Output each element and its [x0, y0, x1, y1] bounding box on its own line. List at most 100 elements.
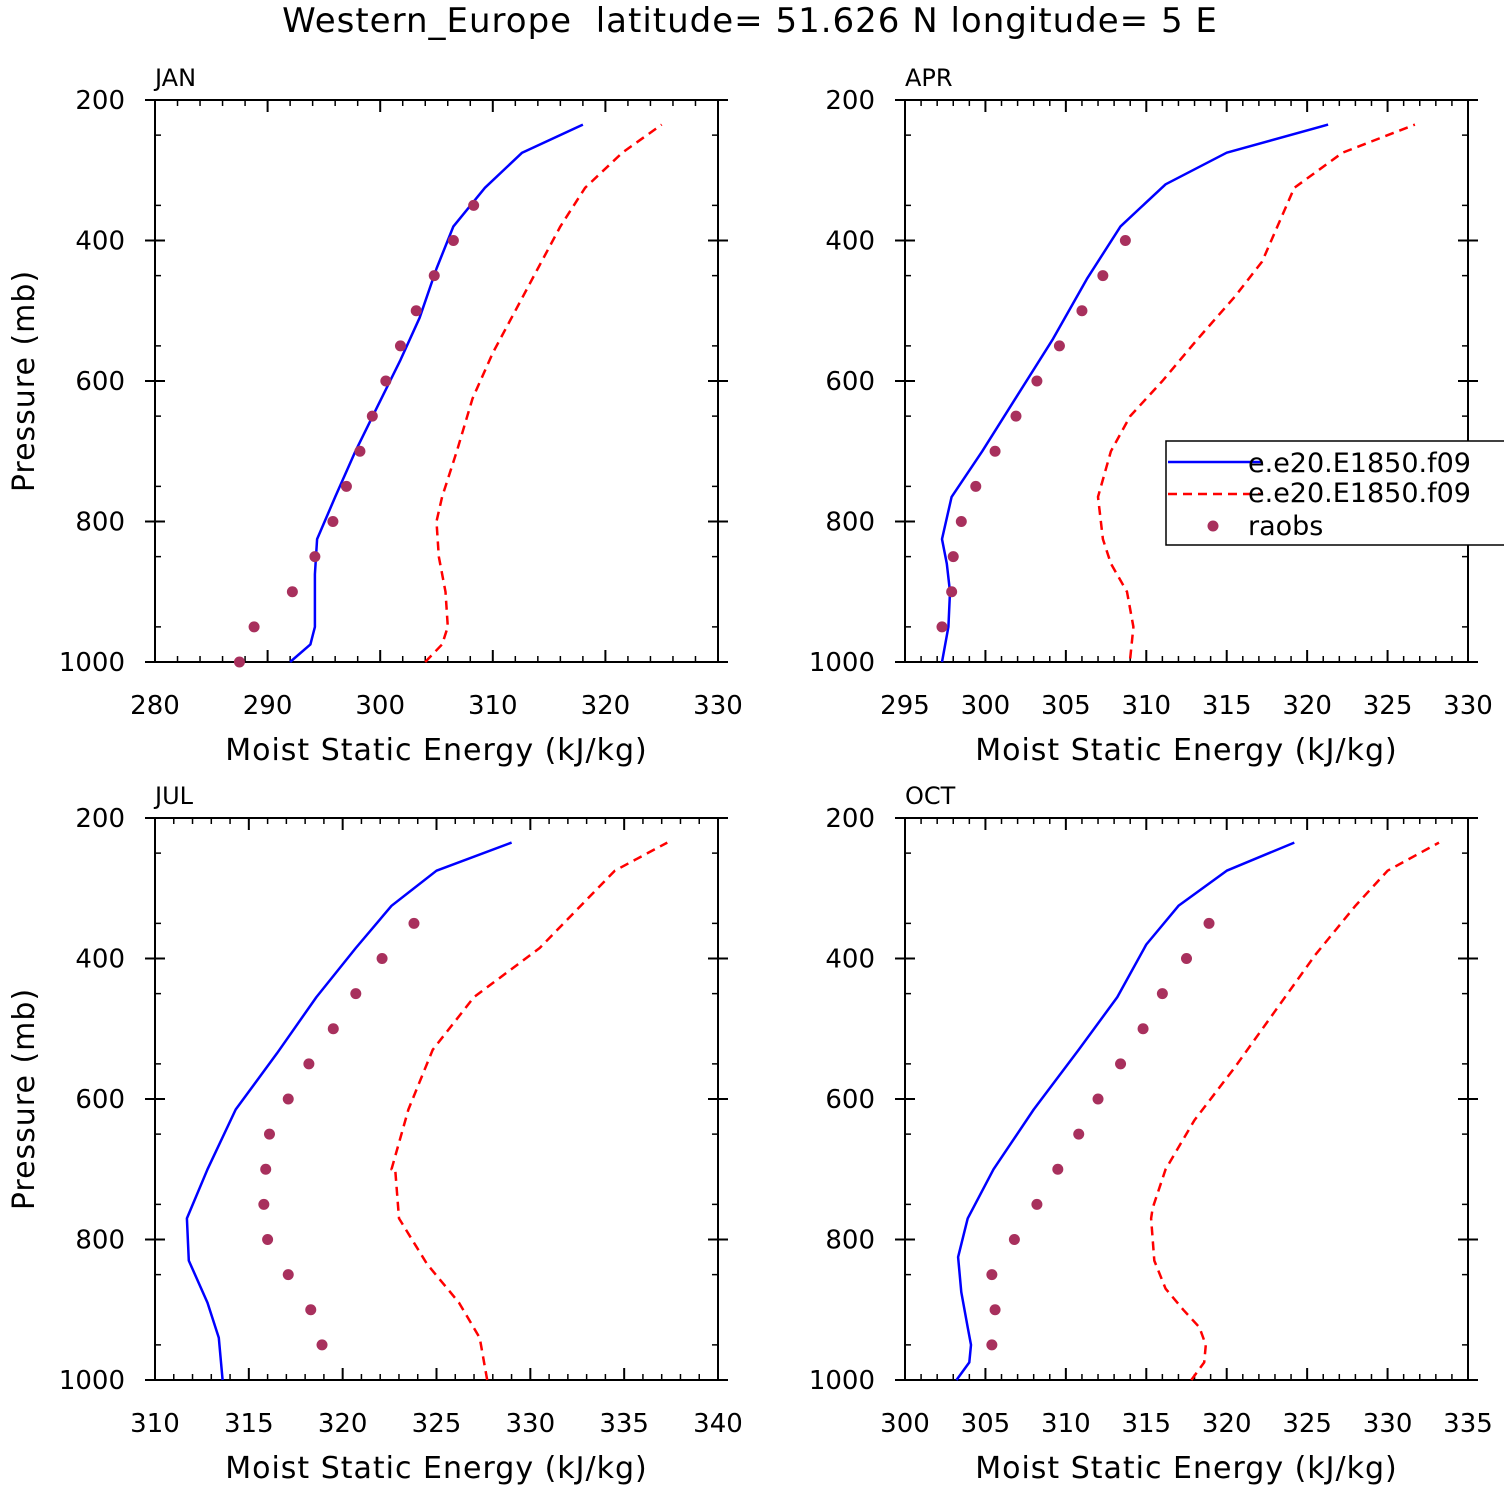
series-model-dashed-line — [390, 841, 668, 1381]
x-tick-label: 330 — [693, 691, 743, 721]
raobs-point — [327, 1023, 339, 1035]
raobs-point — [394, 340, 406, 352]
y-tick-label: 600 — [75, 367, 125, 397]
series-raobs — [986, 917, 1215, 1351]
x-tick-label: 325 — [412, 1409, 462, 1439]
raobs-point — [1092, 1093, 1104, 1105]
legend-marker-swatch — [1207, 520, 1219, 532]
y-tick-label: 200 — [825, 86, 875, 116]
plot-frame — [154, 99, 719, 663]
x-tick-label: 305 — [961, 1409, 1011, 1439]
raobs-point — [989, 1304, 1001, 1316]
x-tick-label: 320 — [1282, 691, 1332, 721]
raobs-point — [376, 953, 388, 964]
x-tick-label: 315 — [1202, 691, 1252, 721]
y-tick-label: 200 — [825, 804, 875, 834]
series-model-dashed-line — [424, 123, 663, 663]
raobs-point — [309, 551, 321, 563]
raobs-point — [970, 480, 982, 492]
raobs-point — [1181, 953, 1192, 964]
raobs-point — [303, 1058, 315, 1070]
x-tick-label: 340 — [693, 1409, 743, 1439]
x-tick-label: 310 — [1121, 691, 1171, 721]
raobs-point — [955, 516, 967, 527]
figure-title: Western_Europe latitude= 51.626 N longit… — [282, 1, 1218, 41]
legend-label-model-solid: e.e20.E1850.f09 — [1248, 448, 1471, 479]
raobs-point — [1010, 410, 1022, 422]
y-tick-label: 800 — [825, 1226, 875, 1256]
raobs-point — [258, 1198, 270, 1210]
x-tick-label: 300 — [880, 1409, 930, 1439]
y-axis-label: Pressure (mb) — [7, 270, 42, 492]
series-model-solid-line — [955, 841, 1295, 1381]
raobs-point — [1008, 1234, 1020, 1245]
raobs-point — [408, 917, 420, 929]
series-raobs — [258, 917, 420, 1351]
raobs-point — [1053, 340, 1065, 352]
y-tick-label: 1000 — [809, 648, 875, 678]
raobs-point — [366, 410, 378, 422]
series-model-solid-line — [185, 841, 513, 1381]
x-tick-label: 320 — [318, 1409, 368, 1439]
x-tick-label: 335 — [599, 1409, 649, 1439]
x-tick-label: 290 — [243, 691, 293, 721]
raobs-point — [262, 1234, 274, 1245]
y-axis-label: Pressure (mb) — [7, 988, 42, 1210]
legend-box — [1165, 440, 1504, 546]
x-tick-label: 310 — [468, 691, 518, 721]
panel-label: APR — [905, 64, 953, 92]
raobs-point — [350, 988, 362, 1000]
raobs-point — [282, 1093, 294, 1105]
raobs-point — [327, 516, 339, 527]
raobs-point — [986, 1269, 998, 1281]
raobs-point — [1156, 988, 1168, 1000]
x-tick-label: 300 — [355, 691, 405, 721]
raobs-point — [248, 621, 260, 633]
plot-frame — [904, 99, 1469, 663]
x-tick-label: 320 — [1202, 1409, 1252, 1439]
y-tick-label: 600 — [825, 367, 875, 397]
x-axis-label: Moist Static Energy (kJ/kg) — [225, 1451, 648, 1486]
y-tick-label: 800 — [75, 1226, 125, 1256]
plot-frame — [904, 817, 1469, 1381]
y-tick-label: 400 — [75, 227, 125, 257]
raobs-point — [1115, 1058, 1127, 1070]
raobs-point — [354, 445, 366, 457]
x-tick-label: 315 — [224, 1409, 274, 1439]
raobs-point — [1031, 1198, 1043, 1210]
panel-oct: OCT 300 305 310 315 320 325 330 335 200 400 600 800 1… — [809, 782, 1493, 1486]
raobs-point — [316, 1339, 328, 1351]
x-tick-label: 330 — [506, 1409, 556, 1439]
raobs-point — [986, 1339, 998, 1351]
y-tick-label: 400 — [825, 227, 875, 257]
raobs-point — [1137, 1023, 1149, 1035]
x-tick-label: 310 — [130, 1409, 180, 1439]
x-axis-label: Moist Static Energy (kJ/kg) — [975, 733, 1398, 768]
x-tick-label: 325 — [1363, 691, 1413, 721]
series-raobs — [936, 235, 1131, 633]
plot-frame — [154, 817, 719, 1381]
raobs-point — [428, 270, 440, 282]
raobs-point — [260, 1163, 272, 1175]
legend-label-raobs: raobs — [1248, 511, 1323, 542]
panel-jul: JUL 310 315 320 325 330 335 340 200 400 600 800 1000… — [7, 782, 743, 1486]
raobs-point — [380, 375, 392, 387]
raobs-point — [233, 656, 245, 668]
y-tick-label: 400 — [825, 945, 875, 975]
y-tick-label: 1000 — [809, 1366, 875, 1396]
legend-label-model-dashed: e.e20.E1850.f09 — [1248, 478, 1471, 509]
raobs-point — [947, 551, 959, 563]
raobs-point — [1119, 235, 1131, 246]
panels: JAN 280 290 300 310 320 330 200 400 600 800 1000 Moi… — [7, 64, 1493, 1486]
raobs-point — [1031, 375, 1043, 387]
raobs-point — [936, 621, 948, 633]
x-tick-label: 330 — [1443, 691, 1493, 721]
raobs-point — [1073, 1128, 1085, 1140]
panel-label: JUL — [153, 782, 194, 810]
y-tick-label: 1000 — [59, 648, 125, 678]
y-tick-label: 800 — [825, 508, 875, 538]
x-tick-label: 280 — [130, 691, 180, 721]
raobs-point — [305, 1304, 317, 1316]
